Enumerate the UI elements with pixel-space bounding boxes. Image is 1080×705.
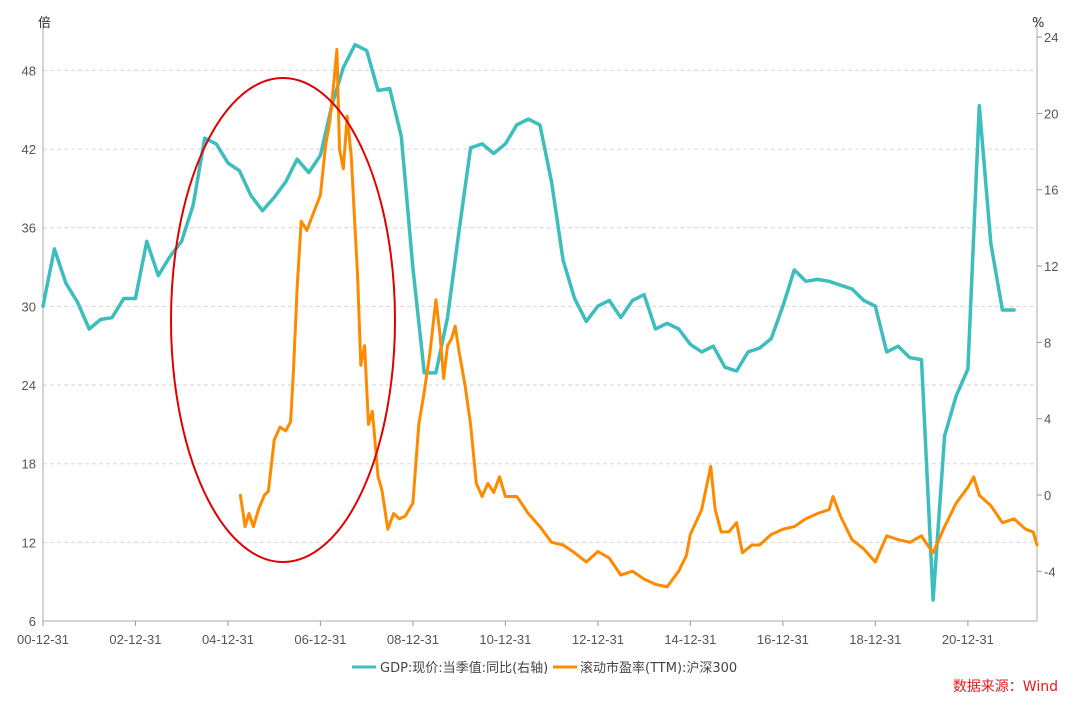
left-tick-label: 6 bbox=[29, 614, 36, 629]
x-tick-label: 14-12-31 bbox=[664, 632, 716, 647]
pe-ratio-line bbox=[238, 48, 1039, 589]
right-tick-label: 8 bbox=[1044, 335, 1051, 350]
x-tick-label: 20-12-31 bbox=[942, 632, 994, 647]
right-axis-ticks: -4 0 4 8 12 16 20 24 bbox=[1044, 30, 1058, 579]
left-tick-label: 48 bbox=[22, 63, 36, 78]
x-tick-label: 12-12-31 bbox=[572, 632, 624, 647]
axes bbox=[42, 18, 1042, 626]
x-tick-label: 00-12-31 bbox=[17, 632, 69, 647]
right-tick-label: 4 bbox=[1044, 412, 1051, 427]
grid-lines bbox=[43, 69, 1037, 622]
right-tick-label: -4 bbox=[1044, 564, 1056, 579]
legend: GDP:现价:当季值:同比(右轴) 滚动市盈率(TTM):沪深300 bbox=[352, 660, 737, 676]
left-axis-ticks: 6 12 18 24 30 36 42 48 bbox=[22, 63, 36, 629]
x-tick-label: 08-12-31 bbox=[387, 632, 439, 647]
left-tick-label: 24 bbox=[22, 378, 36, 393]
right-tick-label: 20 bbox=[1044, 106, 1058, 121]
left-tick-label: 42 bbox=[22, 142, 36, 157]
right-tick-label: 24 bbox=[1044, 30, 1058, 45]
legend-label-pe: 滚动市盈率(TTM):沪深300 bbox=[580, 660, 737, 676]
x-axis-ticks: 00-12-31 02-12-31 04-12-31 06-12-31 08-12-31… bbox=[17, 632, 994, 647]
x-tick-label: 16-12-31 bbox=[757, 632, 809, 647]
x-tick-label: 04-12-31 bbox=[202, 632, 254, 647]
left-tick-label: 30 bbox=[22, 299, 36, 314]
series-lines bbox=[41, 42, 1039, 602]
left-tick-label: 12 bbox=[22, 535, 36, 550]
right-axis-unit: % bbox=[1032, 16, 1044, 31]
gdp-growth-line bbox=[41, 42, 1016, 602]
x-tick-label: 18-12-31 bbox=[849, 632, 901, 647]
source-note: 数据来源：Wind bbox=[953, 679, 1058, 695]
legend-label-gdp: GDP:现价:当季值:同比(右轴) bbox=[380, 660, 548, 676]
left-tick-label: 18 bbox=[22, 457, 36, 472]
x-tick-label: 06-12-31 bbox=[294, 632, 346, 647]
right-tick-label: 12 bbox=[1044, 259, 1058, 274]
x-tick-label: 02-12-31 bbox=[109, 632, 161, 647]
left-axis-unit: 倍 bbox=[38, 16, 51, 31]
highlight-ellipse bbox=[170, 77, 396, 563]
right-tick-label: 16 bbox=[1044, 183, 1058, 198]
right-tick-label: 0 bbox=[1044, 488, 1051, 503]
x-tick-label: 10-12-31 bbox=[479, 632, 531, 647]
left-tick-label: 36 bbox=[22, 221, 36, 236]
